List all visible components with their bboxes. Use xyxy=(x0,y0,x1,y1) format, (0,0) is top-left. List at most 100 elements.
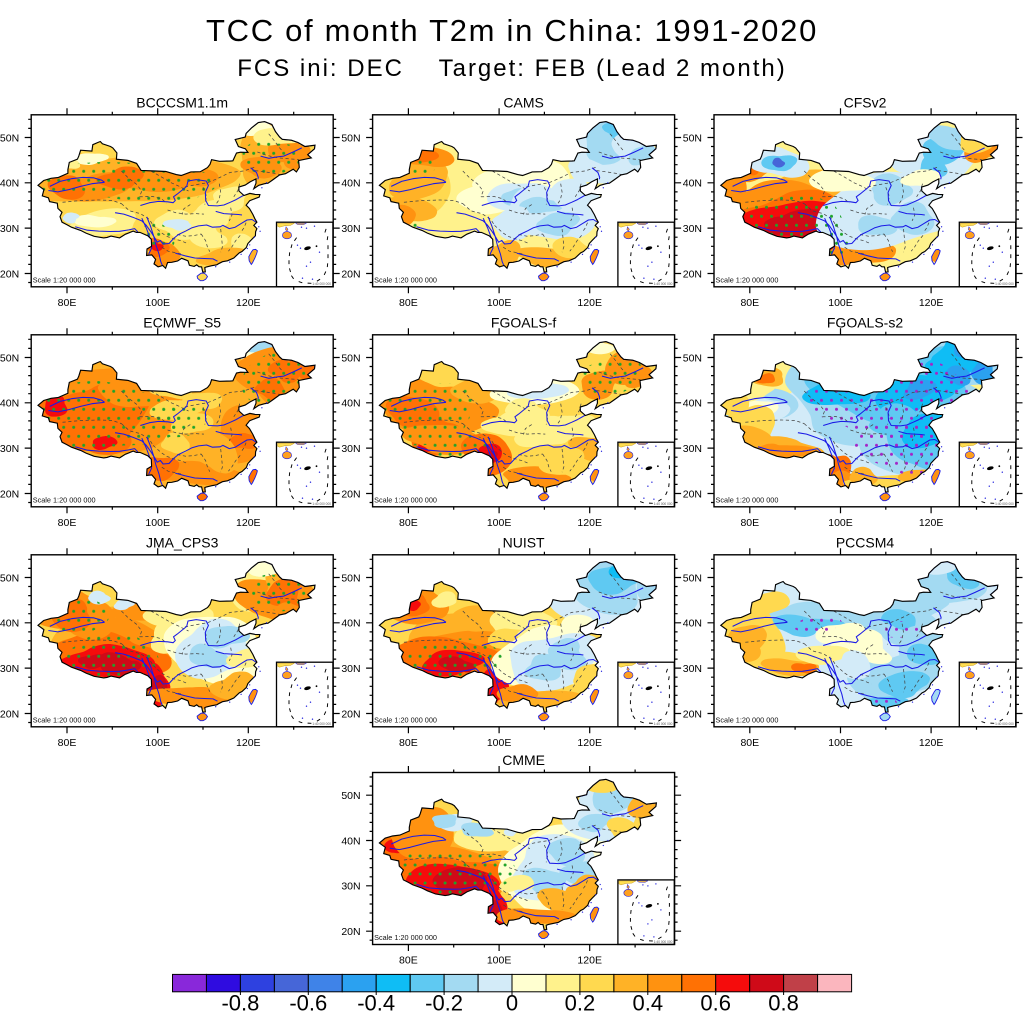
svg-text:80E: 80E xyxy=(399,297,418,309)
svg-text:30N: 30N xyxy=(0,223,19,235)
svg-text:PCCSM4: PCCSM4 xyxy=(836,534,895,550)
svg-text:100E: 100E xyxy=(828,517,853,529)
svg-text:100E: 100E xyxy=(487,737,512,749)
svg-text:30N: 30N xyxy=(683,663,702,675)
svg-text:20N: 20N xyxy=(683,268,702,280)
svg-text:100E: 100E xyxy=(487,297,512,309)
svg-text:CMME: CMME xyxy=(502,752,545,768)
svg-text:50N: 50N xyxy=(0,132,19,144)
svg-text:20N: 20N xyxy=(341,268,360,280)
svg-text:FGOALS-f: FGOALS-f xyxy=(491,314,556,330)
svg-text:50N: 50N xyxy=(683,572,702,584)
svg-text:20N: 20N xyxy=(683,708,702,720)
svg-text:CAMS: CAMS xyxy=(503,94,543,110)
svg-text:120E: 120E xyxy=(577,517,602,529)
svg-text:20N: 20N xyxy=(341,708,360,720)
svg-text:0: 0 xyxy=(506,991,518,1016)
svg-text:40N: 40N xyxy=(683,618,702,630)
svg-text:120E: 120E xyxy=(577,737,602,749)
svg-text:50N: 50N xyxy=(0,572,19,584)
svg-text:80E: 80E xyxy=(740,737,759,749)
svg-text:ECMWF_S5: ECMWF_S5 xyxy=(143,314,221,330)
svg-text:40N: 40N xyxy=(341,618,360,630)
svg-text:40N: 40N xyxy=(0,618,19,630)
svg-text:30N: 30N xyxy=(341,223,360,235)
svg-text:30N: 30N xyxy=(341,443,360,455)
svg-text:20N: 20N xyxy=(341,926,360,938)
svg-text:1:40 000 000: 1:40 000 000 xyxy=(312,282,331,286)
svg-text:50N: 50N xyxy=(341,352,360,364)
svg-text:Scale 1:20 000 000: Scale 1:20 000 000 xyxy=(716,496,779,505)
svg-text:80E: 80E xyxy=(58,297,77,309)
svg-text:CFSv2: CFSv2 xyxy=(844,94,887,110)
svg-text:100E: 100E xyxy=(145,737,170,749)
svg-text:120E: 120E xyxy=(236,517,261,529)
svg-text:30N: 30N xyxy=(341,663,360,675)
svg-text:Scale 1:20 000 000: Scale 1:20 000 000 xyxy=(33,716,96,725)
svg-text:20N: 20N xyxy=(683,488,702,500)
svg-text:Scale 1:20 000 000: Scale 1:20 000 000 xyxy=(374,933,437,942)
svg-text:100E: 100E xyxy=(487,517,512,529)
svg-text:Scale 1:20 000 000: Scale 1:20 000 000 xyxy=(33,496,96,505)
svg-text:120E: 120E xyxy=(919,737,944,749)
svg-text:1:40 000 000: 1:40 000 000 xyxy=(654,282,673,286)
svg-text:40N: 40N xyxy=(0,398,19,410)
svg-text:120E: 120E xyxy=(577,955,602,967)
svg-text:50N: 50N xyxy=(341,132,360,144)
svg-text:120E: 120E xyxy=(236,297,261,309)
svg-text:80E: 80E xyxy=(58,517,77,529)
svg-text:100E: 100E xyxy=(145,517,170,529)
svg-text:50N: 50N xyxy=(683,352,702,364)
svg-text:100E: 100E xyxy=(828,297,853,309)
svg-text:TCC of month T2m in China: 199: TCC of month T2m in China: 1991-2020 xyxy=(206,13,818,48)
svg-text:1:40 000 000: 1:40 000 000 xyxy=(654,940,673,944)
svg-text:30N: 30N xyxy=(341,881,360,893)
svg-text:100E: 100E xyxy=(487,955,512,967)
svg-text:100E: 100E xyxy=(828,737,853,749)
svg-text:80E: 80E xyxy=(399,737,418,749)
svg-text:120E: 120E xyxy=(919,517,944,529)
svg-text:100E: 100E xyxy=(145,297,170,309)
svg-text:1:40 000 000: 1:40 000 000 xyxy=(654,722,673,726)
svg-text:40N: 40N xyxy=(0,178,19,190)
svg-text:50N: 50N xyxy=(683,132,702,144)
svg-text:120E: 120E xyxy=(919,297,944,309)
svg-text:1:40 000 000: 1:40 000 000 xyxy=(654,502,673,506)
svg-text:80E: 80E xyxy=(399,955,418,967)
svg-text:FGOALS-s2: FGOALS-s2 xyxy=(827,314,903,330)
svg-text:80E: 80E xyxy=(740,297,759,309)
svg-text:1:40 000 000: 1:40 000 000 xyxy=(995,502,1014,506)
svg-text:20N: 20N xyxy=(0,708,19,720)
svg-text:BCCCSM1.1m: BCCCSM1.1m xyxy=(136,94,228,110)
svg-text:1:40 000 000: 1:40 000 000 xyxy=(995,722,1014,726)
svg-text:20N: 20N xyxy=(0,268,19,280)
svg-text:40N: 40N xyxy=(683,178,702,190)
svg-text:30N: 30N xyxy=(683,223,702,235)
svg-text:50N: 50N xyxy=(341,790,360,802)
svg-text:1:40 000 000: 1:40 000 000 xyxy=(995,282,1014,286)
svg-text:80E: 80E xyxy=(740,517,759,529)
svg-text:120E: 120E xyxy=(577,297,602,309)
svg-text:50N: 50N xyxy=(0,352,19,364)
svg-text:Scale 1:20 000 000: Scale 1:20 000 000 xyxy=(374,716,437,725)
svg-text:30N: 30N xyxy=(683,443,702,455)
svg-text:JMA_CPS3: JMA_CPS3 xyxy=(146,534,219,550)
svg-text:Scale 1:20 000 000: Scale 1:20 000 000 xyxy=(374,496,437,505)
svg-text:40N: 40N xyxy=(341,398,360,410)
svg-text:50N: 50N xyxy=(341,572,360,584)
svg-text:30N: 30N xyxy=(0,663,19,675)
svg-text:Scale 1:20 000 000: Scale 1:20 000 000 xyxy=(374,276,437,285)
svg-text:40N: 40N xyxy=(683,398,702,410)
svg-text:NUIST: NUIST xyxy=(503,534,545,550)
svg-text:Scale 1:20 000 000: Scale 1:20 000 000 xyxy=(33,276,96,285)
svg-text:FCS ini: DEC Target: FEB (L: FCS ini: DEC Target: FEB (Lead 2 month) xyxy=(237,55,787,82)
svg-text:80E: 80E xyxy=(399,517,418,529)
svg-text:40N: 40N xyxy=(341,178,360,190)
svg-text:30N: 30N xyxy=(0,443,19,455)
svg-text:1:40 000 000: 1:40 000 000 xyxy=(312,502,331,506)
svg-text:80E: 80E xyxy=(58,737,77,749)
svg-text:Scale 1:20 000 000: Scale 1:20 000 000 xyxy=(716,276,779,285)
svg-text:20N: 20N xyxy=(0,488,19,500)
svg-text:40N: 40N xyxy=(341,835,360,847)
svg-text:Scale 1:20 000 000: Scale 1:20 000 000 xyxy=(716,716,779,725)
